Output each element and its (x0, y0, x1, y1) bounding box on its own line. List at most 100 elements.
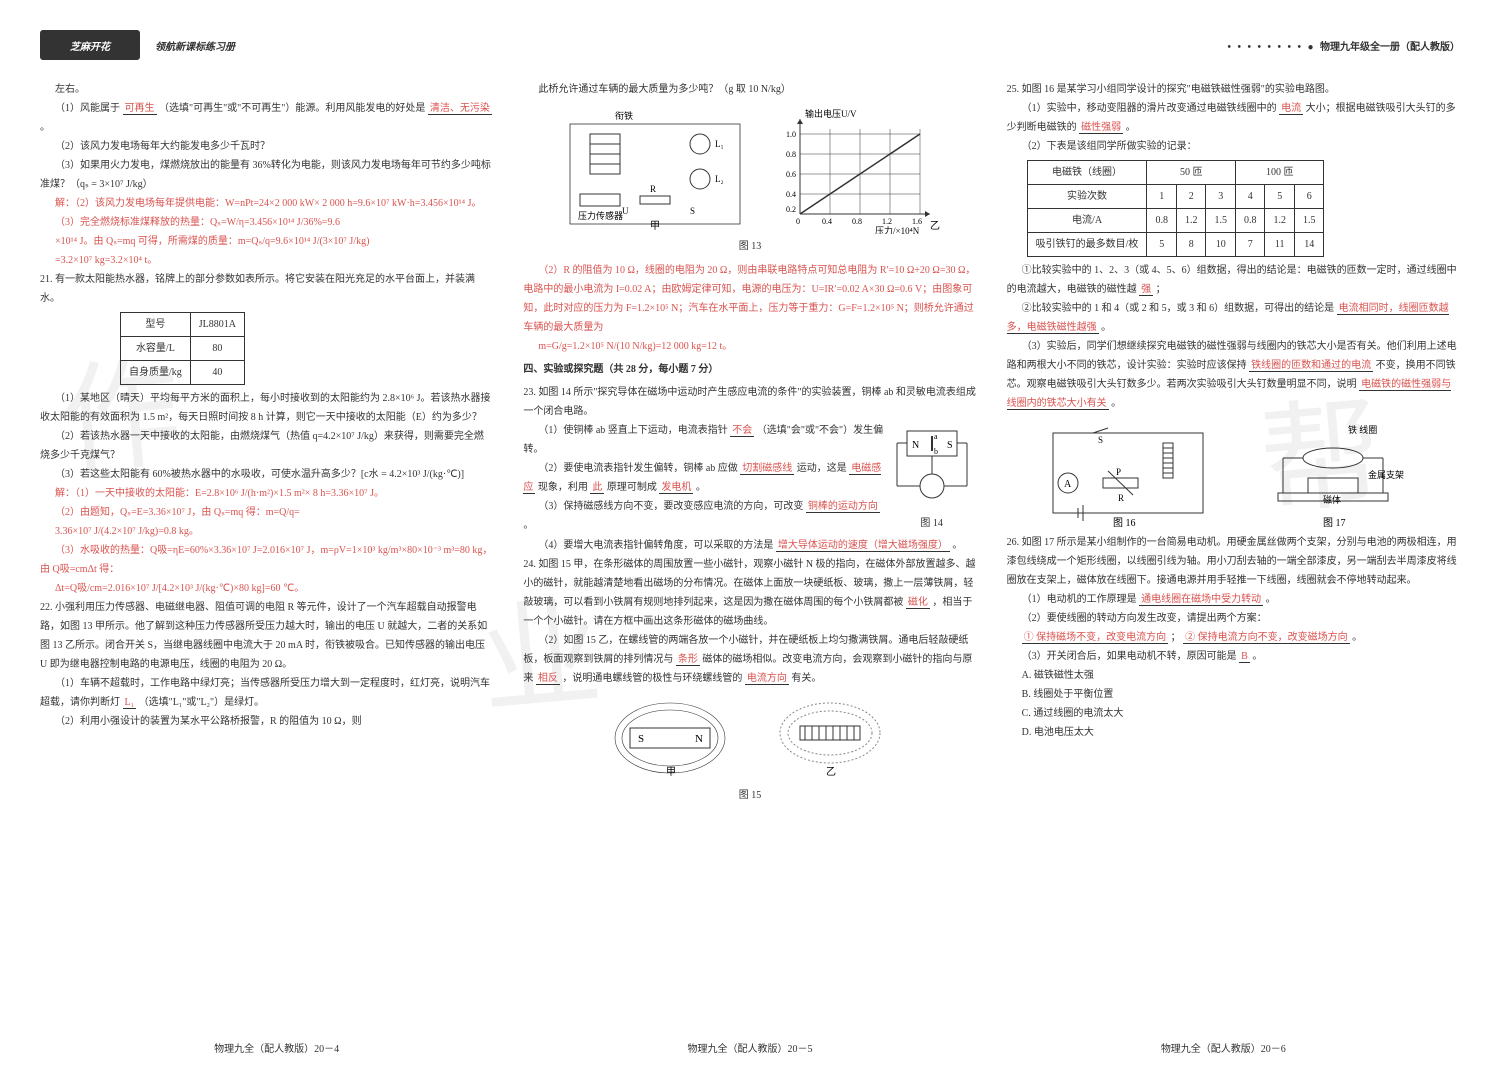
answer: 磁性强弱 (1079, 122, 1123, 134)
footer-page-1: 物理九全（配人教版）20－4 (214, 1040, 339, 1055)
answer: ① 保持磁场不变，改变电流方向 (1022, 632, 1169, 644)
column-1: 左右。 （1）风能属于 可再生 （选填"可再生"或"不可再生"）能源。利用风能发… (40, 80, 493, 810)
answer: 铁线圈的匝数和通过的电流 (1249, 360, 1373, 372)
answer: B (1239, 651, 1250, 663)
question-item: （2）该风力发电场每年大约能发电多少千瓦时？ (40, 137, 493, 156)
solution-text: m=G/g=1.2×10⁵ N/(10 N/kg)=12 000 kg=12 t… (523, 337, 976, 356)
solution-text: =3.2×10⁷ kg=3.2×10⁴ t。 (40, 251, 493, 270)
page-footer: 物理九全（配人教版）20－4 物理九全（配人教版）20－5 物理九全（配人教版）… (40, 1040, 1460, 1055)
svg-text:a: a (934, 432, 938, 441)
svg-text:图 17: 图 17 (1323, 517, 1346, 528)
question-item: （1）风能属于 可再生 （选填"可再生"或"不可再生"）能源。利用风能发电的好处… (40, 99, 493, 137)
question-item: （1）车辆不超载时，工作电路中绿灯亮；当传感器所受压力增大到一定程度时，红灯亮，… (40, 674, 493, 712)
section-4-title: 四、实验或探究题（共 28 分，每小题 7 分） (523, 360, 976, 379)
answer: 电流方向 (745, 673, 789, 685)
figures-16-17: A R P S 图 16 铁 线圈 (1007, 418, 1460, 528)
answer: 条形 (676, 654, 700, 666)
answer: 增大导体运动的速度（增大磁场强度） (776, 540, 950, 552)
question-item: ①比较实验中的 1、2、3（或 4、5、6）组数据，得出的结论是：电磁铁的匝数一… (1007, 261, 1460, 299)
solution-text: （3）完全燃烧标准煤释放的热量：Qₛ=W/η=3.456×10¹⁴ J/36%=… (40, 213, 493, 232)
answer: 通电线圈在磁场中受力转动 (1139, 594, 1263, 606)
svg-text:1.0: 1.0 (786, 130, 796, 139)
question-25: 25. 如图 16 是某学习小组同学设计的探究"电磁铁磁性强弱"的实验电路图。 (1007, 80, 1460, 99)
text: 左右。 (40, 80, 493, 99)
figure-14-icon: NS ab (892, 421, 972, 511)
svg-text:金属支架: 金属支架 (1368, 469, 1404, 480)
svg-text:0.6: 0.6 (786, 170, 796, 179)
svg-text:压力/×10⁴N: 压力/×10⁴N (875, 225, 920, 234)
question-item: （3）开关闭合后，如果电动机不转，原因可能是 B 。 (1007, 647, 1460, 666)
option-b: B. 线圈处于平衡位置 (1007, 685, 1460, 704)
question-item: （2）要使电流表指针发生偏转，铜棒 ab 应做 切割磁感线 运动，这是 电磁感应… (523, 459, 886, 497)
svg-text:0.8: 0.8 (786, 150, 796, 159)
svg-text:图 16: 图 16 (1113, 517, 1136, 528)
solution-text: Δt=Q吸/cm=2.016×10⁷ J/[4.2×10³ J/(kg·℃)×8… (40, 579, 493, 598)
answer: 此 (590, 482, 604, 494)
svg-text:乙: 乙 (930, 220, 940, 232)
question-item: （2）要使线圈的转动方向发生改变，请提出两个方案： (1007, 609, 1460, 628)
question-item: （3）实验后，同学们想继续探究电磁铁的磁性强弱与线圈内的铁芯大小是否有关。他们利… (1007, 337, 1460, 413)
answer: ② 保持电流方向不变，改变磁场方向 (1183, 632, 1350, 644)
svg-text:甲: 甲 (666, 767, 676, 778)
question-item: （2）下表是该组同学所做实验的记录： (1007, 137, 1460, 156)
solution-text: 解：（2）该风力发电场每年提供电能：W=nPt=24×2 000 kW× 2 0… (40, 194, 493, 213)
solution-text: （2）R 的阻值为 10 Ω，线圈的电阻为 20 Ω，则由串联电路特点可知总电阻… (523, 261, 976, 337)
page-header: 芝麻开花 领航新课标练习册 物理九年级全一册（配人教版） (40, 30, 1460, 60)
svg-text:1.6: 1.6 (912, 217, 922, 226)
table-experiment-data: 电磁铁（线圈） 50 匝 100 匝 实验次数1 23 45 6 电流/A0.8… (1027, 160, 1325, 257)
question-item: （2）若该热水器一天中接收的太阳能，由燃烧煤气（热值 q=4.2×10⁷ J/k… (40, 427, 493, 465)
svg-text:N: N (912, 440, 919, 451)
option-d: D. 电池电压太大 (1007, 723, 1460, 742)
answer: 清洁、无污染 (428, 103, 492, 115)
answer: 切割磁感线 (740, 463, 794, 475)
svg-text:P: P (1116, 467, 1121, 477)
question-item: （4）要增大电流表指针偏转角度，可以采取的方法是 增大导体运动的速度（增大磁场强… (523, 536, 976, 555)
figure-13: 衔铁 L₁ L₂ 压力传感器 R U S 甲 (523, 104, 976, 256)
answer: 强 (1139, 284, 1153, 296)
svg-text:N: N (695, 733, 703, 745)
answer: 相反 (536, 673, 560, 685)
question-item: （2）如图 15 乙，在螺线管的两端各放一个小磁针，并在硬纸板上均匀撒满铁屑。通… (523, 631, 976, 688)
svg-text:乙: 乙 (826, 766, 836, 778)
svg-text:0.4: 0.4 (786, 190, 796, 199)
svg-text:铁 线圈: 铁 线圈 (1348, 424, 1377, 435)
svg-text:R: R (650, 184, 656, 194)
solution-text: 3.36×10⁷ J/(4.2×10⁷ J/kg)=0.8 kg。 (40, 522, 493, 541)
header-right: 物理九年级全一册（配人教版） (1227, 38, 1460, 53)
question-item: ②比较实验中的 1 和 4（或 2 和 5，或 3 和 6）组数据，可得出的结论… (1007, 299, 1460, 337)
svg-text:0.4: 0.4 (822, 217, 832, 226)
question-item: （1）电动机的工作原理是 通电线圈在磁场中受力转动 。 (1007, 590, 1460, 609)
answer: 电流 (1279, 103, 1303, 115)
answer: 发电机 (659, 482, 693, 494)
logo: 芝麻开花 (40, 30, 140, 60)
question-24: 24. 如图 15 甲，在条形磁体的周围放置一些小磁针，观察小磁针 N 极的指向… (523, 555, 976, 631)
question-item: ① 保持磁场不变，改变电流方向 ； ② 保持电流方向不变，改变磁场方向 。 (1007, 628, 1460, 647)
header-title: 领航新课标练习册 (155, 38, 235, 53)
svg-text:L₁: L₁ (715, 139, 724, 149)
svg-text:甲: 甲 (650, 221, 660, 232)
solution-text: 解：（1）一天中接收的太阳能：E=2.8×10⁶ J/(h·m²)×1.5 m²… (40, 484, 493, 503)
text: 此桥允许通过车辆的最大质量为多少吨？（g 取 10 N/kg） (523, 80, 976, 99)
svg-text:磁体: 磁体 (1323, 494, 1341, 505)
solution-text: （2）由题知，Qₛ=E=3.36×10⁷ J，由 Qₛ=mq 得：m=Q/q= (40, 503, 493, 522)
question-21: 21. 有一款太阳能热水器，铭牌上的部分参数如表所示。将它安装在阳光充足的水平台… (40, 270, 493, 308)
svg-text:S: S (638, 733, 644, 745)
svg-text:衔铁: 衔铁 (615, 110, 633, 121)
question-item: （1）实验中，移动变阻器的滑片改变通过电磁铁线圈中的 电流 大小；根据电磁铁吸引… (1007, 99, 1460, 137)
question-item: （1）某地区（晴天）平均每平方米的面积上，每小时接收到的太阳能约为 2.8×10… (40, 389, 493, 427)
table-heater-specs: 型号JL8801A 水容量/L80 自身质量/kg40 (120, 312, 245, 385)
svg-text:R: R (1118, 493, 1124, 503)
question-item: （1）使铜棒 ab 竖直上下运动，电流表指针 不会 （选填"会"或"不会"）发生… (523, 421, 886, 459)
column-2: 此桥允许通过车辆的最大质量为多少吨？（g 取 10 N/kg） 衔铁 L₁ L₂… (523, 80, 976, 810)
figure-15: S N 甲 乙 (523, 693, 976, 805)
svg-text:输出电压U/V: 输出电压U/V (805, 108, 857, 119)
svg-text:0: 0 (796, 217, 800, 226)
solution-text: ×10¹⁴ J。由 Qₛ=mq 可得，所需煤的质量：m=Qₛ/q=9.6×10¹… (40, 232, 493, 251)
svg-text:1.2: 1.2 (882, 217, 892, 226)
svg-text:0.8: 0.8 (852, 217, 862, 226)
column-3: 25. 如图 16 是某学习小组同学设计的探究"电磁铁磁性强弱"的实验电路图。 … (1007, 80, 1460, 810)
option-c: C. 通过线圈的电流太大 (1007, 704, 1460, 723)
footer-page-3: 物理九全（配人教版）20－6 (1161, 1040, 1286, 1055)
figure-label: 图 15 (523, 786, 976, 805)
svg-text:S: S (1098, 435, 1103, 445)
